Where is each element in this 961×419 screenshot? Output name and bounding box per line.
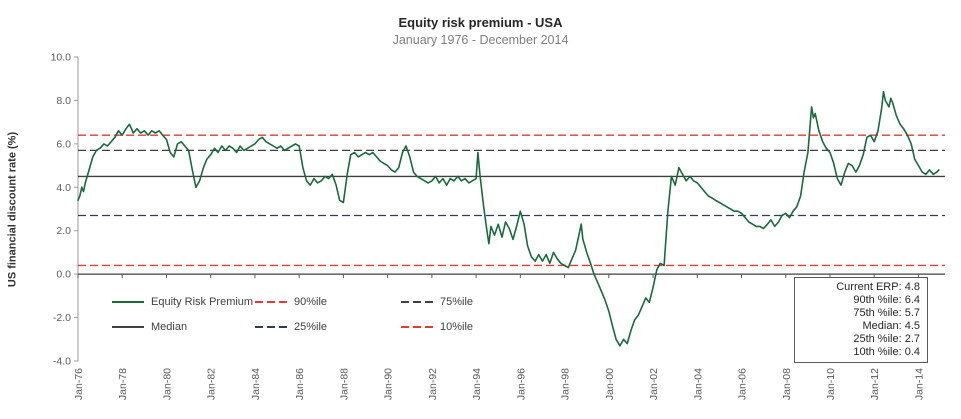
chart-subtitle: January 1976 - December 2014 [392,33,569,47]
x-tick-label: Jan-04 [692,368,704,400]
x-tick-label: Jan-82 [206,368,218,400]
legend-label: 25%ile [294,321,328,333]
legend-item-90th-percentile: 90%ile [255,293,401,311]
x-tick-label: Jan-80 [161,368,173,400]
x-tick-label: Jan-92 [427,368,439,400]
legend-label: 90%ile [294,296,328,308]
x-tick-label: Jan-98 [560,368,572,400]
y-tick-label: 2.0 [56,225,71,237]
legend-label: 75%ile [440,296,474,308]
x-tick-label: Jan-14 [913,368,925,400]
x-tick-label: Jan-90 [383,368,395,400]
percentile-25-line-swatch [255,326,287,328]
legend-item-75th-percentile: 75%ile [401,293,531,311]
stats-line-25th-percentile: 25th %ile: 2.7 [853,333,920,345]
legend-label: Equity Risk Premium [151,296,254,308]
stats-line-10th-percentile: 10th %ile: 0.4 [853,346,920,358]
x-tick-label: Jan-96 [515,368,527,400]
legend-item-10th-percentile: 10%ile [401,318,531,336]
y-tick-label: 0.0 [56,269,71,281]
median-line-swatch [112,326,144,328]
stats-line-current-erp: Current ERP: 4.8 [836,281,920,293]
equity-risk-premium-line-swatch [112,301,144,303]
x-tick-label: Jan-10 [825,368,837,400]
legend-item-equity-risk-premium: Equity Risk Premium [112,293,255,311]
stats-line-median: Median: 4.5 [862,320,920,332]
percentile-10-line-swatch [401,326,433,328]
x-tick-label: Jan-08 [781,368,793,400]
legend-label: 10%ile [440,321,474,333]
y-tick-label: 6.0 [56,138,71,150]
stats-line-90th-percentile: 90th %ile: 6.4 [853,294,920,306]
legend-item-median: Median [112,318,255,336]
y-tick-label: 10.0 [51,52,72,64]
x-tick-label: Jan-78 [117,368,129,400]
equity-risk-premium-line [77,90,940,347]
percentile-90-line-swatch [255,301,287,303]
x-tick-label: Jan-88 [338,368,350,400]
x-tick-label: Jan-00 [604,368,616,400]
x-tick-label: Jan-02 [648,368,660,400]
legend: Equity Risk Premium 90%ile 75%ile Median… [112,293,531,336]
y-tick-label: 8.0 [56,95,71,107]
percentile-75-line-swatch [401,301,433,303]
stats-line-75th-percentile: 75th %ile: 5.7 [853,307,920,319]
x-tick-label: Jan-76 [73,368,85,400]
x-tick-label: Jan-94 [471,368,483,400]
y-tick-label: 4.0 [56,182,71,194]
y-tick-label: -4.0 [53,356,71,368]
x-tick-label: Jan-86 [294,368,306,400]
x-tick-label: Jan-84 [250,368,262,400]
legend-label: Median [151,321,188,333]
x-tick-label: Jan-12 [869,368,881,400]
stats-box: Current ERP: 4.8 90th %ile: 6.4 75th %il… [794,277,928,363]
chart-title: Equity risk premium - USA [398,15,563,30]
legend-item-25th-percentile: 25%ile [255,318,401,336]
x-tick-label: Jan-06 [737,368,749,400]
y-tick-label: -2.0 [53,312,71,324]
